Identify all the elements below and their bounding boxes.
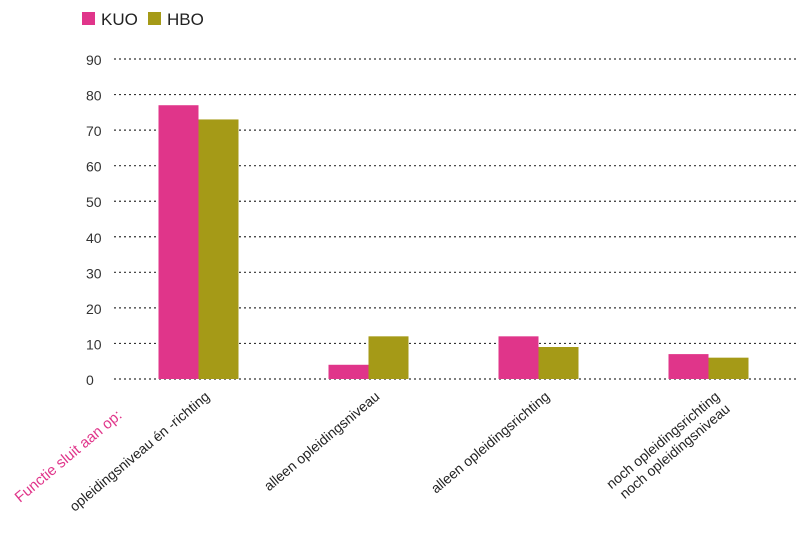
legend-label-kuo: KUO (101, 10, 138, 29)
legend-label-hbo: HBO (167, 10, 204, 29)
bar-hbo (368, 336, 409, 379)
x-category-label: noch opleidingsrichtingnoch opleidingsni… (603, 388, 733, 504)
bar-kuo (158, 105, 199, 379)
legend: KUO HBO (82, 10, 204, 29)
x-axis-labels: opleidingsniveau én -richting alleen ople… (66, 388, 733, 514)
gridlines (114, 58, 797, 380)
y-tick-label: 30 (86, 265, 102, 281)
y-tick-label: 40 (86, 230, 102, 246)
bar-hbo (708, 357, 749, 379)
x-category-label: opleidingsniveau én -richting (66, 388, 212, 514)
bar-hbo (198, 119, 239, 379)
legend-swatch-hbo (148, 12, 161, 25)
x-category-label: alleen opleidingsrichting (428, 388, 553, 496)
bar-hbo (538, 347, 579, 379)
y-tick-label: 20 (86, 301, 102, 317)
legend-swatch-kuo (82, 12, 95, 25)
y-tick-label: 0 (86, 372, 94, 388)
y-tick-label: 80 (86, 88, 102, 104)
bars (158, 105, 749, 379)
y-tick-label: 90 (86, 52, 102, 68)
y-tick-label: 60 (86, 159, 102, 175)
bar-kuo (328, 364, 369, 379)
y-tick-label: 10 (86, 336, 102, 352)
y-tick-label: 50 (86, 194, 102, 210)
y-axis-ticks: 0 10 20 30 40 50 60 70 80 90 (86, 52, 102, 388)
y-tick-label: 70 (86, 123, 102, 139)
bar-kuo (498, 336, 539, 379)
x-category-label: alleen opleidingsniveau (261, 388, 383, 494)
annotation-functie-sluit-aan-op: Functie sluit aan op: (12, 407, 126, 506)
bar-kuo (668, 354, 709, 379)
